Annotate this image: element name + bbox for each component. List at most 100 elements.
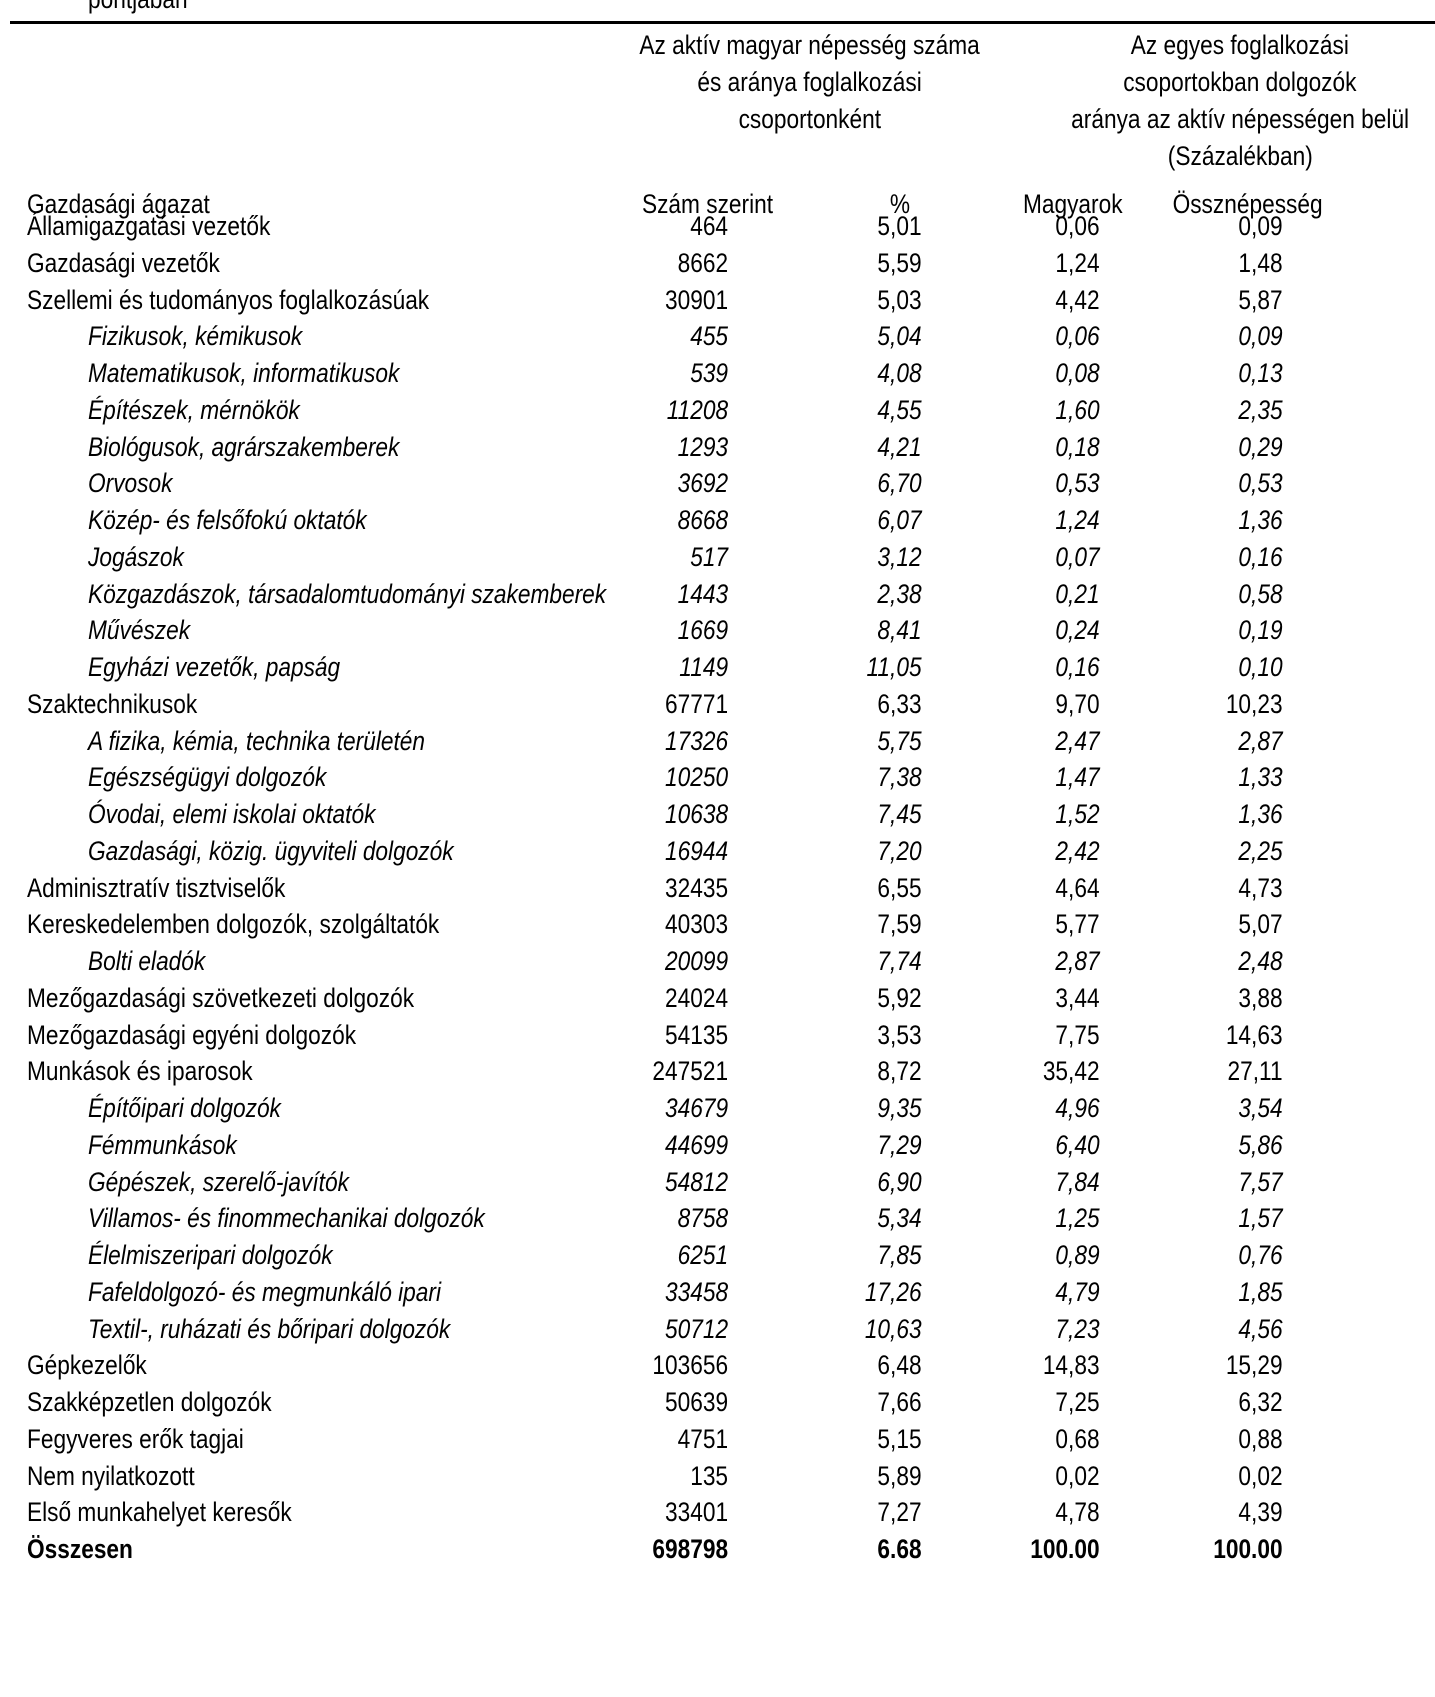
cell-total-population-text: 1,36	[1238, 799, 1283, 829]
cell-total-population: 2,25	[1230, 833, 1283, 869]
row-label: Kereskedelemben dolgozók, szolgáltatók	[27, 906, 518, 942]
row-label-text: Egyházi vezetők, papság	[88, 652, 341, 682]
cell-number: 1443	[668, 576, 728, 612]
table-row: Jogászok 517 3,12 0,07 0,16	[0, 539, 1435, 576]
cell-total-population: 1,48	[1230, 245, 1283, 281]
cell-percent: 5,34	[869, 1200, 922, 1236]
row-label: Fegyveres erők tagjai	[27, 1421, 285, 1457]
row-label-text: Fafeldolgozó- és megmunkáló ipari	[88, 1276, 441, 1307]
column-header-text: Gazdasági ágazat	[27, 189, 210, 219]
cell-total-population-text: 14,63	[1226, 1019, 1283, 1050]
table-row: Építőipari dolgozók 34679 9,35 4,96 3,54	[0, 1090, 1435, 1127]
row-label: Közgazdászok, társadalomtudományi szakem…	[88, 576, 705, 612]
cell-hungarians: 4,64	[1047, 870, 1100, 906]
cell-percent: 5,92	[869, 980, 922, 1016]
cell-number: 1293	[668, 429, 728, 465]
cell-total-population-text: 6,32	[1238, 1387, 1283, 1417]
cell-total-population: 0,19	[1230, 612, 1283, 648]
cell-number: 11208	[655, 392, 728, 428]
column-header-percent: %	[886, 186, 910, 223]
cell-number-text: 17326	[664, 725, 728, 756]
cell-total-population: 0,16	[1230, 539, 1283, 575]
cell-number: 20099	[653, 943, 728, 979]
cell-percent-text: 7,74	[877, 946, 922, 976]
cell-number-text: 32435	[664, 872, 728, 903]
cell-total-population: 100.00	[1200, 1531, 1283, 1567]
cell-number: 4751	[668, 1421, 728, 1457]
cell-number-text: 1293	[677, 431, 728, 462]
column-header-text: %	[889, 189, 910, 219]
cell-number-text: 24024	[664, 982, 728, 1013]
cell-total-population-text: 4,56	[1238, 1313, 1283, 1344]
cell-number: 33458	[653, 1274, 728, 1310]
cell-number-text: 6251	[677, 1240, 728, 1270]
cell-total-population: 2,48	[1230, 943, 1283, 979]
row-label: Államigazgatási vezetők	[27, 208, 317, 244]
cell-total-population: 0,02	[1230, 1458, 1283, 1494]
group-header-line: (Százalékban)	[1167, 141, 1313, 171]
cell-hungarians: 0,24	[1047, 612, 1100, 648]
cell-hungarians-text: 4,78	[1055, 1497, 1100, 1528]
cell-total-population: 2,35	[1230, 392, 1283, 428]
cell-percent: 2,38	[869, 576, 922, 612]
cell-total-population: 14,63	[1215, 1017, 1283, 1053]
cell-hungarians: 1,60	[1047, 392, 1100, 428]
cell-number-text: 1149	[679, 652, 728, 682]
table-row: Szaktechnikusok 67771 6,33 9,70 10,23	[0, 686, 1435, 723]
cell-number: 33401	[653, 1494, 728, 1530]
cell-number-text: 135	[690, 1460, 728, 1491]
cell-hungarians-text: 1,52	[1055, 799, 1100, 829]
row-label: Textil-, ruházati és bőripari dolgozók	[88, 1311, 519, 1347]
table-row: Textil-, ruházati és bőripari dolgozók 50…	[0, 1311, 1435, 1348]
cell-total-population: 1,57	[1230, 1200, 1283, 1236]
cell-total-population-text: 2,25	[1238, 835, 1283, 866]
cell-number-text: 103656	[652, 1350, 728, 1381]
cell-number-text: 1669	[677, 615, 728, 646]
cell-number: 247521	[638, 1053, 728, 1089]
row-label-text: Összesen	[27, 1534, 133, 1564]
row-label: Óvodai, elemi iskolai oktatók	[88, 796, 430, 832]
table-row: Gépkezelők 103656 6,48 14,83 15,29	[0, 1347, 1435, 1384]
cell-percent: 6.68	[869, 1531, 922, 1567]
row-label-text: Élelmiszeripari dolgozók	[88, 1240, 333, 1270]
cell-number-text: 54812	[664, 1166, 728, 1197]
cell-number: 10638	[653, 796, 728, 832]
cell-hungarians: 0,16	[1047, 649, 1100, 685]
cell-hungarians: 0,07	[1047, 539, 1100, 575]
cell-number-text: 1443	[677, 578, 728, 609]
table-row: Fegyveres erők tagjai 4751 5,15 0,68 0,88	[0, 1421, 1435, 1458]
cell-percent: 6,48	[869, 1347, 922, 1383]
cell-number-text: 50639	[664, 1387, 728, 1417]
cell-number: 103656	[638, 1347, 728, 1383]
row-label-text: Textil-, ruházati és bőripari dolgozók	[88, 1313, 451, 1344]
table-row: A fizika, kémia, technika területén 17326…	[0, 723, 1435, 760]
cell-hungarians: 100.00	[1017, 1531, 1100, 1567]
row-label: Gazdasági vezetők	[27, 245, 257, 281]
cell-total-population: 6,32	[1230, 1384, 1283, 1420]
column-header-sector: Gazdasági ágazat	[27, 186, 245, 223]
cell-number-text: 247521	[652, 1056, 728, 1087]
cell-number-text: 464	[690, 211, 728, 241]
table-row: Egészségügyi dolgozók 10250 7,38 1,47 1,33	[0, 759, 1435, 796]
cell-percent: 3,53	[869, 1017, 922, 1053]
cell-number: 539	[683, 355, 728, 391]
cell-total-population: 5,87	[1230, 282, 1283, 318]
cell-total-population-text: 0,16	[1238, 541, 1283, 572]
cell-total-population: 1,33	[1230, 759, 1283, 795]
cell-number-text: 20099	[664, 946, 728, 976]
table-row: Nem nyilatkozott 135 5,89 0,02 0,02	[0, 1458, 1435, 1495]
cell-percent-text: 5,03	[877, 284, 922, 315]
cell-hungarians-text: 2,42	[1055, 835, 1100, 866]
cell-number: 40303	[653, 906, 728, 942]
table-row: Munkások és iparosok 247521 8,72 35,42 27,11	[0, 1053, 1435, 1090]
cell-percent-text: 4,08	[877, 358, 922, 388]
row-label-text: Egészségügyi dolgozók	[88, 762, 327, 793]
cell-hungarians: 2,47	[1047, 723, 1100, 759]
cell-number-text: 16944	[664, 835, 728, 866]
cell-hungarians: 0,08	[1047, 355, 1100, 391]
cell-percent-text: 5,34	[877, 1203, 922, 1234]
cell-percent: 7,66	[869, 1384, 922, 1420]
cell-hungarians-text: 7,25	[1055, 1387, 1100, 1417]
cell-percent-text: 7,66	[877, 1387, 922, 1417]
row-label: Fafeldolgozó- és megmunkáló ipari	[88, 1274, 508, 1310]
